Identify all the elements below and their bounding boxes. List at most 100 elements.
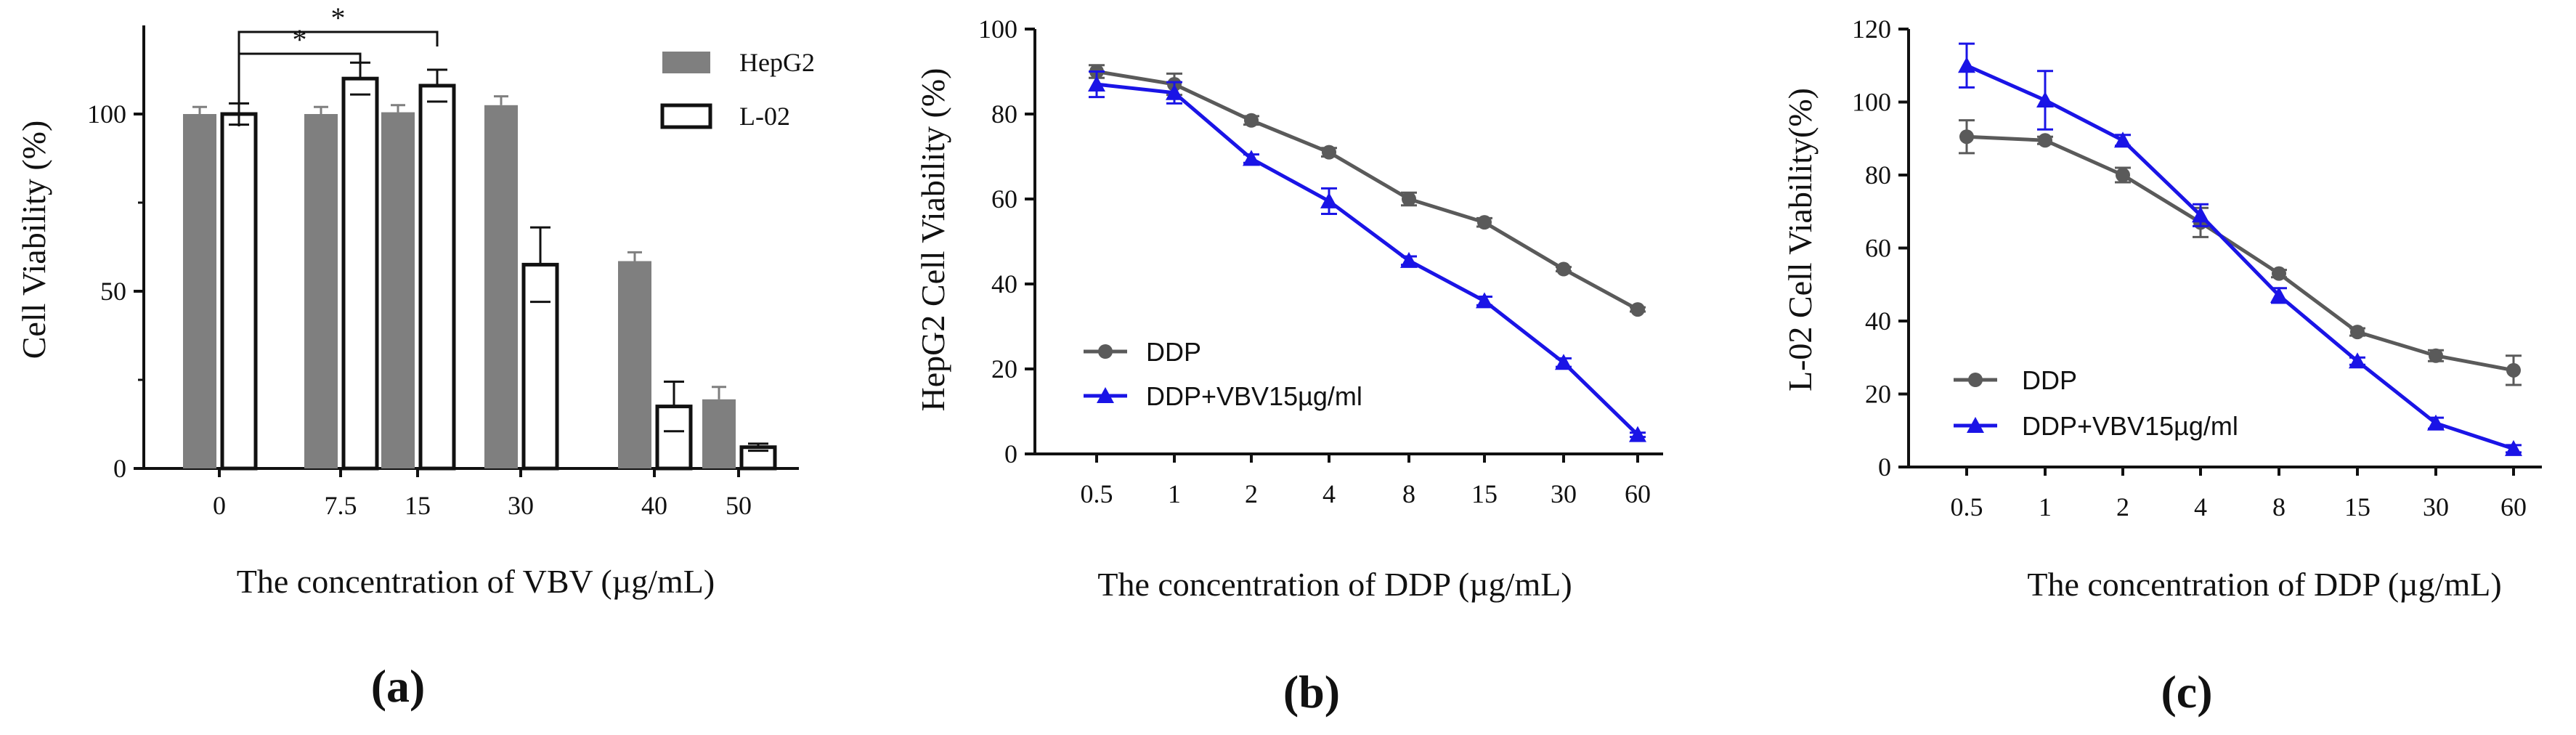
b-x-tick-label: 15 [1471, 479, 1498, 508]
b-point-ddp-vbv-4 [1320, 192, 1338, 208]
b-y-tick-label: 100 [978, 15, 1017, 44]
a-bar-l02-0 [220, 112, 258, 471]
b-point-ddp-vbv-1 [1166, 84, 1183, 100]
a-legend-label-hepg2: HepG2 [739, 48, 815, 77]
a-bar-hepg2-15 [381, 112, 415, 468]
c-point-ddp-1 [2038, 133, 2052, 148]
a-significance-mark: * [331, 1, 346, 34]
b-x-tick-label: 1 [1168, 479, 1181, 508]
b-legend: DDP DDP+VBV15µg/ml [1084, 337, 1362, 411]
c-y-tick-label: 0 [1878, 452, 1891, 482]
c-legend-label-combo: DDP+VBV15µg/ml [2022, 411, 2238, 441]
a-bar-hepg2-7-5 [304, 114, 338, 468]
b-legend-label-ddp: DDP [1146, 337, 1201, 367]
b-xlabel: The concentration of DDP (µg/mL) [1097, 566, 1572, 603]
c-series-line-ddp-vbv [1965, 63, 2514, 451]
a-xlabel: The concentration of VBV (µg/mL) [237, 563, 715, 600]
b-x-tick-label: 4 [1322, 479, 1336, 508]
c-point-ddp-0-5 [1959, 129, 1974, 145]
c-point-ddp-vbv-8 [2270, 286, 2288, 303]
c-point-ddp-8 [2272, 266, 2286, 281]
b-point-ddp-2 [1244, 113, 1259, 128]
b-point-ddp-vbv-8 [1400, 251, 1418, 268]
b-y-tick-label: 0 [1004, 439, 1017, 468]
a-bar-hepg2-30 [484, 105, 518, 469]
c-series-line-ddp [1966, 134, 2514, 373]
a-bar-hepg2-50 [702, 399, 736, 468]
a-legend-label-l02: L-02 [739, 102, 790, 131]
c-y-tick-label: 20 [1865, 380, 1891, 409]
panel-b: HepG2 Cell Viability (%) The concentrati… [914, 15, 1663, 718]
c-y-tick-label: 80 [1865, 161, 1891, 190]
c-point-ddp-vbv-2 [2114, 131, 2132, 148]
b-point-ddp-vbv-0-5 [1088, 76, 1105, 92]
b-x-tick-label: 8 [1402, 479, 1415, 508]
a-legend-swatch-l02 [660, 103, 712, 129]
c-legend-marker-ddp [1968, 373, 1983, 387]
b-y-tick-label: 80 [991, 100, 1017, 129]
c-y-tick-label: 40 [1865, 306, 1891, 336]
b-legend-marker-ddp [1098, 344, 1113, 359]
c-point-ddp-vbv-1 [2036, 91, 2054, 107]
c-x-tick-label: 60 [2500, 492, 2527, 521]
c-point-ddp-vbv-30 [2427, 414, 2445, 431]
c-x-tick-label: 30 [2423, 492, 2449, 521]
c-y-tick-label: 120 [1852, 15, 1891, 44]
b-x-tick-label: 30 [1551, 479, 1577, 508]
c-y-tick-label: 100 [1852, 88, 1891, 117]
b-series-line-ddp-vbv [1096, 82, 1639, 436]
panel-c: L-02 Cell Viability(%) The concentration… [1781, 15, 2542, 718]
c-x-tick-label: 15 [2344, 492, 2370, 521]
panel-a: Cell Viability (%) The concentration of … [15, 1, 815, 712]
c-legend-label-ddp: DDP [2022, 365, 2077, 395]
b-x-tick-label: 0.5 [1081, 479, 1113, 508]
a-x-tick-label: 0 [213, 491, 226, 520]
b-point-ddp-15 [1477, 215, 1492, 230]
b-series-line-ddp [1096, 70, 1639, 312]
a-bar-l02-7-5 [341, 76, 379, 471]
a-bar-hepg2-0 [183, 114, 216, 468]
c-point-ddp-60 [2506, 362, 2521, 378]
a-x-tick-label: 7.5 [325, 491, 357, 520]
c-legend-marker-combo [1967, 417, 1984, 433]
c-x-tick-label: 0.5 [1951, 492, 1983, 521]
c-y-tick-label: 60 [1865, 234, 1891, 263]
b-y-tick-label: 20 [991, 354, 1017, 383]
a-significance-bracket-0-15 [237, 31, 439, 126]
b-legend-marker-combo [1097, 387, 1114, 403]
c-point-ddp-vbv-0-5 [1958, 57, 1975, 73]
b-point-ddp-vbv-2 [1243, 150, 1260, 166]
b-legend-label-combo: DDP+VBV15µg/ml [1146, 381, 1362, 411]
a-x-tick-label: 50 [726, 491, 752, 520]
c-point-ddp-15 [2350, 325, 2365, 340]
c-x-tick-label: 2 [2116, 492, 2129, 521]
a-y-tick-label: 50 [100, 277, 126, 306]
b-y-tick-label: 40 [991, 269, 1017, 299]
a-bar-l02-15 [418, 84, 456, 471]
b-point-ddp-vbv-30 [1555, 354, 1572, 370]
a-x-tick-label: 40 [641, 491, 667, 520]
b-point-ddp-vbv-15 [1476, 292, 1493, 309]
b-point-ddp-4 [1322, 145, 1336, 160]
a-bar-hepg2-40 [618, 261, 651, 468]
c-point-ddp-vbv-60 [2505, 439, 2522, 456]
a-y-tick-label: 100 [87, 100, 126, 129]
a-x-tick-label: 30 [508, 491, 534, 520]
b-ylabel: HepG2 Cell Viability (%) [914, 68, 951, 412]
b-point-ddp-vbv-60 [1629, 426, 1646, 442]
c-xlabel: The concentration of DDP (µg/mL) [2027, 566, 2501, 603]
a-significance-mark: * [293, 23, 307, 56]
c-point-ddp-vbv-15 [2349, 352, 2366, 369]
b-x-tick-label: 60 [1625, 479, 1651, 508]
c-x-tick-label: 8 [2272, 492, 2286, 521]
a-legend: HepG2 L-02 [660, 48, 815, 131]
b-y-tick-label: 60 [991, 184, 1017, 214]
c-point-ddp-vbv-4 [2192, 206, 2209, 223]
c-point-ddp-2 [2116, 168, 2130, 182]
a-legend-swatch-hepg2 [662, 52, 710, 73]
a-x-tick-label: 15 [405, 491, 431, 520]
a-panel-label: (a) [371, 660, 426, 712]
c-x-tick-label: 1 [2039, 492, 2052, 521]
